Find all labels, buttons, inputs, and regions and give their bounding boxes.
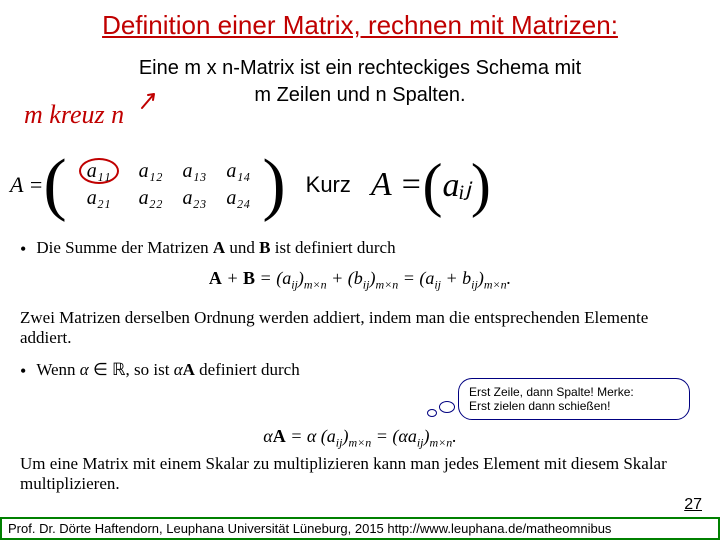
paren-right-icon: ) [262, 150, 285, 220]
matrix-cell-14: a₁₄ [216, 158, 260, 185]
matrix-cell-22: a₂₂ [129, 185, 173, 212]
bullet-sum-text: Die Summe der Matrizen A und B ist defin… [36, 238, 395, 258]
paragraph-scalar: Um eine Matrix mit einem Skalar zu multi… [20, 454, 700, 494]
matrix-cell-21: a₂₁ [69, 185, 129, 212]
equation-scalar: αA = α (aij)m×n = (αaij)m×n. [20, 426, 700, 451]
paren-right-icon: ) [471, 155, 491, 215]
page-number: 27 [684, 496, 702, 514]
matrix-cell-12: a₁₂ [129, 158, 173, 185]
equation-scalar-block: αA = α (aij)m×n = (αaij)m×n. [20, 418, 700, 459]
bullet-icon: • [20, 360, 26, 382]
footer-bar: Prof. Dr. Dörte Haftendorn, Leuphana Uni… [0, 517, 720, 540]
matrix-lhs: A = [10, 172, 43, 198]
matrix-short-form: A = ( aᵢⱼ ) [371, 155, 491, 215]
callout-bubble: Erst Zeile, dann Spalte! Merke: Erst zie… [458, 378, 690, 420]
matrix-cell-11: a₁₁ [79, 158, 119, 184]
callout-line1: Erst Zeile, dann Spalte! Merke: [469, 385, 679, 399]
short-inner: aᵢⱼ [442, 165, 470, 205]
handwriting-annotation: m kreuz n [24, 100, 124, 130]
matrix-example: A = ( a₁₁ a₁₂ a₁₃ a₁₄ a₂₁ a₂₂ a₂₃ a₂₄ [10, 150, 286, 220]
equation-sum: A + B = (aij)m×n + (bij)m×n = (aij + bij… [20, 268, 700, 293]
intro-line1: Eine m x n-Matrix ist ein rechteckiges S… [139, 57, 581, 79]
paren-left-icon: ( [423, 155, 443, 215]
kurz-label: Kurz [306, 172, 351, 198]
paragraph-sum-text: Zwei Matrizen derselben Ordnung werden a… [20, 308, 648, 347]
paragraph-scalar-text: Um eine Matrix mit einem Skalar zu multi… [20, 454, 667, 493]
bullet-icon: • [20, 238, 26, 260]
intro-line2: m Zeilen und n Spalten. [254, 84, 465, 106]
slide: Definition einer Matrix, rechnen mit Mat… [0, 0, 720, 540]
matrix-grid: a₁₁ a₁₂ a₁₃ a₁₄ a₂₁ a₂₂ a₂₃ a₂₄ [69, 158, 261, 212]
paragraph-sum: Zwei Matrizen derselben Ordnung werden a… [20, 308, 700, 348]
paren-left-icon: ( [43, 150, 66, 220]
matrix-cell-13: a₁₃ [173, 158, 217, 185]
matrix-cell-23: a₂₃ [173, 185, 217, 212]
handwriting-arrow-icon [140, 90, 160, 110]
bullet-sum: • Die Summe der Matrizen A und B ist def… [20, 238, 700, 301]
short-lhs: A = [371, 166, 423, 204]
callout-line2: Erst zielen dann schießen! [469, 399, 679, 413]
matrix-cell-24: a₂₄ [216, 185, 260, 212]
slide-title: Definition einer Matrix, rechnen mit Mat… [0, 0, 720, 41]
matrix-definition-row: A = ( a₁₁ a₁₂ a₁₃ a₁₄ a₂₁ a₂₂ a₂₃ a₂₄ [10, 150, 491, 220]
bullet-scalar-text: Wenn α ∈ ℝ, so ist αA definiert durch [36, 360, 299, 380]
